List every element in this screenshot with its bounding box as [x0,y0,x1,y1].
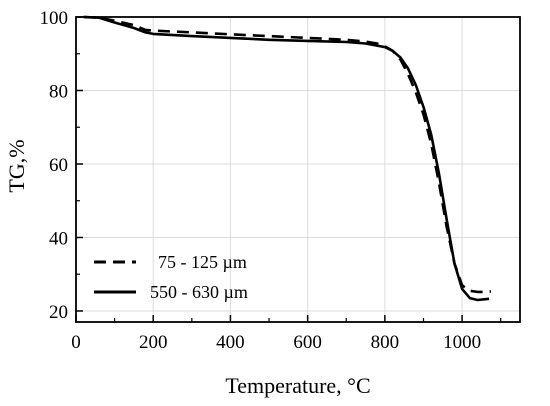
x-tick-label: 200 [139,332,168,353]
series-lines [83,15,492,302]
y-tick-label: 40 [49,228,68,249]
x-tick-label: 400 [216,332,245,353]
x-tick-label: 1000 [443,332,481,353]
y-axis-label: TG,% [4,139,29,192]
x-axis-label: Temperature, °C [225,373,370,398]
legend-label-75-125: 75 - 125 µm [158,252,247,272]
legend-label-550-630: 550 - 630 µm [150,282,248,302]
y-tick-label: 20 [49,302,68,323]
y-tick-label: 100 [40,8,69,29]
axis-ticks: 0 200 400 600 800 1000 20 40 60 80 100 [40,8,502,353]
legend: 75 - 125 µm 550 - 630 µm [94,252,248,302]
series-line-550-630 [83,15,490,302]
series-line-75-125 [83,15,492,294]
x-tick-label: 600 [293,332,322,353]
y-tick-label: 60 [49,155,68,176]
x-tick-label: 0 [71,332,81,353]
plot-frame [75,16,521,323]
x-tick-label: 800 [371,332,400,353]
y-tick-label: 80 [49,81,68,102]
grid [75,16,520,322]
